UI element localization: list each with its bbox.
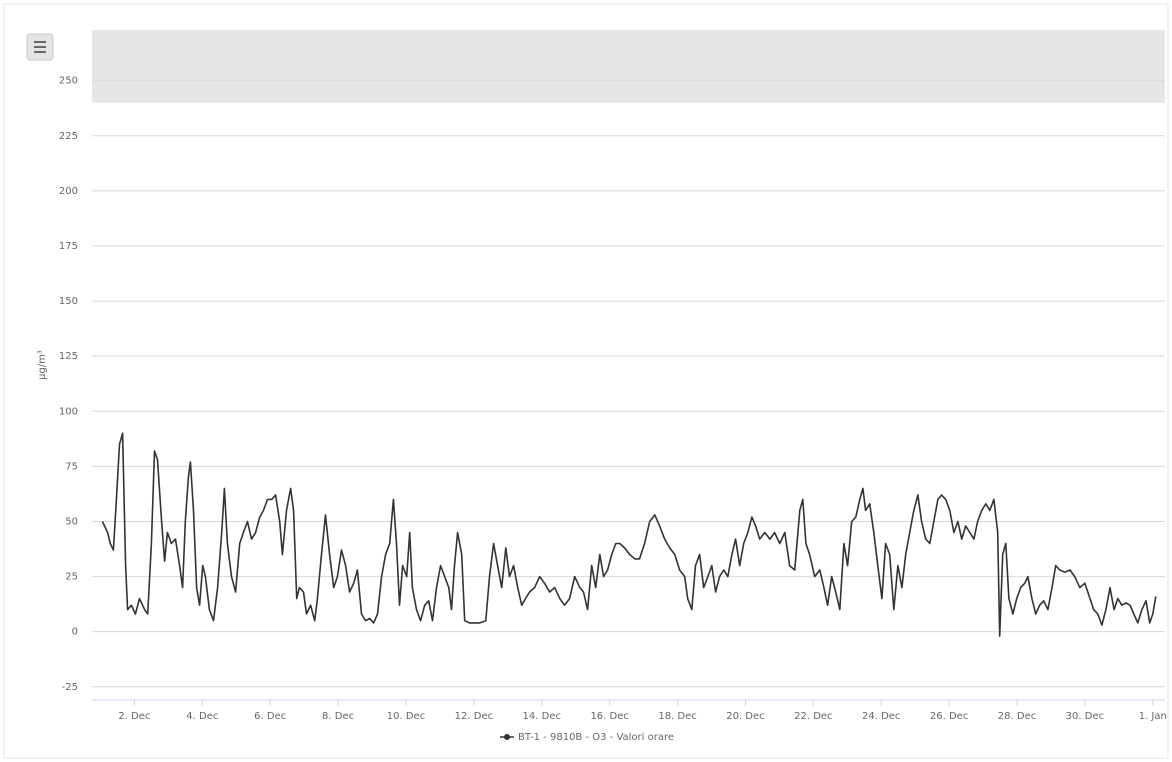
y-tick-label: 175: [59, 241, 78, 252]
x-tick-label: 24. Dec: [862, 711, 900, 722]
x-tick-label: 20. Dec: [726, 711, 764, 722]
x-tick-label: 10. Dec: [387, 711, 425, 722]
legend: BT-1 - 9810B - O3 - Valori orare: [500, 732, 674, 743]
y-tick-label: 50: [65, 516, 78, 527]
x-tick-label: 22. Dec: [794, 711, 832, 722]
x-tick-label: 30. Dec: [1066, 711, 1104, 722]
x-tick-label: 8. Dec: [322, 711, 354, 722]
export-icon[interactable]: [34, 41, 46, 53]
y-tick-label: 150: [59, 296, 78, 307]
x-tick-label: 2. Dec: [118, 711, 150, 722]
y-tick-label: -25: [62, 682, 78, 693]
x-tick-label: 14. Dec: [523, 711, 561, 722]
x-tick-label: 1. Jan: [1139, 711, 1167, 722]
x-tick-label: 18. Dec: [658, 711, 696, 722]
data-line: [101, 432, 1157, 637]
y-tick-label: 225: [59, 131, 78, 142]
x-tick-label: 4. Dec: [186, 711, 218, 722]
y-axis-title: µg/m³: [37, 350, 48, 380]
y-tick-label: 75: [65, 461, 78, 472]
y-tick-label: 200: [59, 186, 78, 197]
y-tick-label: 0: [72, 627, 78, 638]
x-tick-label: 12. Dec: [455, 711, 493, 722]
legend-label: BT-1 - 9810B - O3 - Valori orare: [518, 732, 674, 743]
y-tick-label: 25: [65, 572, 78, 583]
chart-frame: [3, 3, 1169, 759]
x-tick-label: 16. Dec: [590, 711, 628, 722]
x-tick-label: 28. Dec: [998, 711, 1036, 722]
export-button[interactable]: [26, 33, 54, 61]
plot-band: [92, 30, 1165, 103]
y-tick-label: 125: [59, 351, 78, 362]
legend-symbol-dot: [504, 734, 510, 740]
y-tick-label: 250: [59, 76, 78, 87]
x-tick-label: 26. Dec: [930, 711, 968, 722]
x-tick-label: 6. Dec: [254, 711, 286, 722]
y-tick-label: 100: [59, 406, 78, 417]
